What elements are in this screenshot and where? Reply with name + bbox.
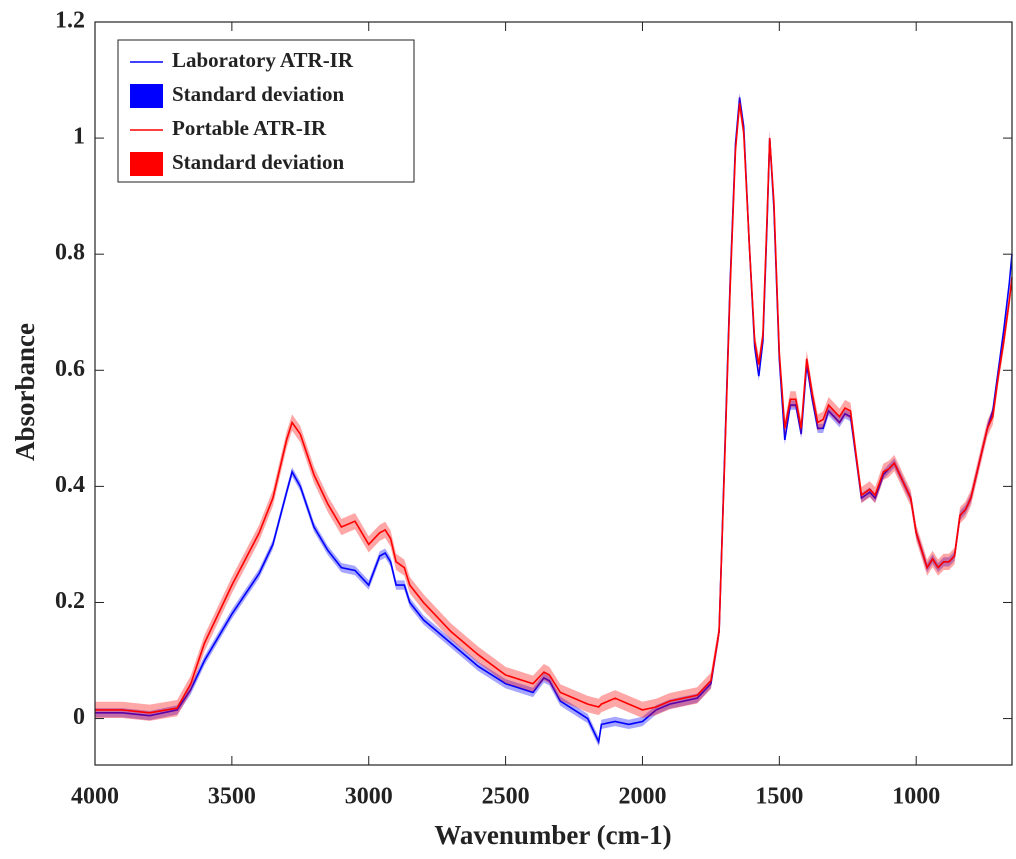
legend-text: Standard deviation <box>172 150 344 174</box>
x-tick-label: 3000 <box>345 784 393 810</box>
series-line <box>95 103 1013 714</box>
x-tick-label: 3500 <box>208 784 256 810</box>
y-tick-label: 0.6 <box>55 356 85 382</box>
x-tick-label: 2500 <box>482 784 530 810</box>
std-band <box>95 95 1012 721</box>
y-tick-label: 0 <box>73 704 85 730</box>
plot-frame <box>94 21 1013 766</box>
x-tick-label: 4000 <box>71 784 119 810</box>
y-tick-label: 0.4 <box>55 472 85 498</box>
legend-patch <box>130 84 163 108</box>
legend-patch <box>130 152 163 176</box>
y-tick-label: 0.8 <box>55 240 85 266</box>
series-line <box>95 97 1013 745</box>
std-band <box>95 92 1012 747</box>
x-tick-label: 1500 <box>755 784 803 810</box>
legend-text: Portable ATR-IR <box>172 116 327 140</box>
y-tick-label: 1 <box>73 124 85 150</box>
x-tick-label: 2000 <box>618 784 666 810</box>
y-tick-label: 0.2 <box>55 588 85 614</box>
x-tick-label: 1000 <box>892 784 940 810</box>
y-tick-label: 1.2 <box>55 8 85 34</box>
legend-text: Standard deviation <box>172 82 344 106</box>
x-axis-label: Wavenumber (cm-1) <box>434 820 671 850</box>
legend-text: Laboratory ATR-IR <box>172 48 354 72</box>
y-axis-label: Absorbance <box>10 323 40 461</box>
legend-box <box>117 39 415 183</box>
